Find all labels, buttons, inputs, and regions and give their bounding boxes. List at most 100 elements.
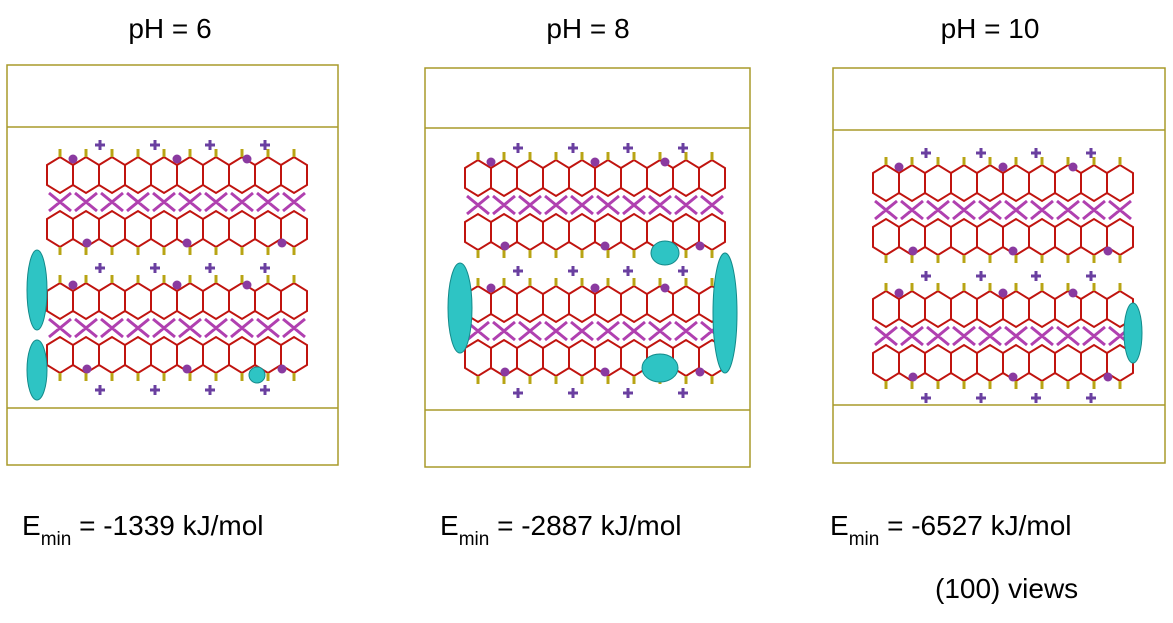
atom — [601, 242, 610, 251]
atom — [909, 247, 918, 256]
cation — [513, 266, 523, 276]
cation — [976, 271, 986, 281]
isosurface — [1124, 303, 1142, 363]
cation — [623, 266, 633, 276]
isosurface — [27, 250, 47, 330]
cation — [623, 388, 633, 398]
cation — [921, 271, 931, 281]
cation — [678, 266, 688, 276]
atom — [999, 289, 1008, 298]
cation — [260, 263, 270, 273]
cell-box — [833, 68, 1165, 463]
atom — [501, 368, 510, 377]
cation — [568, 143, 578, 153]
cation — [150, 140, 160, 150]
cation — [921, 393, 931, 403]
molecular-view — [425, 68, 750, 467]
atom — [591, 158, 600, 167]
atom — [591, 284, 600, 293]
cation — [150, 385, 160, 395]
cation — [205, 140, 215, 150]
atom — [83, 365, 92, 374]
figure: pH = 6 pH = 8 pH = 10 Emin = -1339 kJ/mo… — [0, 0, 1173, 623]
cation — [95, 385, 105, 395]
atom — [1009, 373, 1018, 382]
energy-subscript: min — [459, 529, 490, 550]
atom — [69, 281, 78, 290]
isosurface — [249, 367, 265, 383]
caption: (100) views — [935, 573, 1078, 604]
energy-symbol: E — [22, 510, 41, 541]
energy-label: Emin = -6527 kJ/mol — [830, 510, 1072, 550]
atom — [999, 163, 1008, 172]
molecular-view — [833, 68, 1165, 463]
atom — [661, 158, 670, 167]
atom — [183, 239, 192, 248]
cell-box — [7, 65, 338, 465]
cation — [205, 385, 215, 395]
cation — [921, 148, 931, 158]
atom — [69, 155, 78, 164]
octahedra — [875, 201, 1131, 219]
isosurface — [651, 241, 679, 265]
cation — [513, 143, 523, 153]
cation — [568, 388, 578, 398]
isosurface — [642, 354, 678, 382]
atom — [243, 281, 252, 290]
atom — [501, 242, 510, 251]
energy-subscript: min — [849, 529, 880, 550]
panel-title: pH = 10 — [941, 13, 1040, 44]
energy-value: = -6527 kJ/mol — [879, 510, 1071, 541]
atom — [183, 365, 192, 374]
energy-label: Emin = -2887 kJ/mol — [440, 510, 682, 550]
cation — [513, 388, 523, 398]
octahedra — [467, 322, 723, 340]
cation — [95, 263, 105, 273]
energy-value: = -1339 kJ/mol — [71, 510, 263, 541]
octahedra — [467, 196, 723, 214]
cation — [260, 140, 270, 150]
isosurface — [713, 253, 737, 373]
octahedra — [875, 327, 1131, 345]
panel-title: pH = 8 — [546, 13, 629, 44]
isosurface — [448, 263, 472, 353]
energy-value: = -2887 kJ/mol — [489, 510, 681, 541]
atom — [601, 368, 610, 377]
atom — [1104, 373, 1113, 382]
atom — [909, 373, 918, 382]
cation — [976, 148, 986, 158]
atom — [83, 239, 92, 248]
cation — [678, 143, 688, 153]
atom — [278, 365, 287, 374]
atom — [487, 158, 496, 167]
cation — [150, 263, 160, 273]
isosurface — [27, 340, 47, 400]
atom — [895, 289, 904, 298]
energy-symbol: E — [830, 510, 849, 541]
atom — [895, 163, 904, 172]
atom — [173, 281, 182, 290]
cation — [1031, 148, 1041, 158]
energy-label: Emin = -1339 kJ/mol — [22, 510, 264, 550]
cation — [95, 140, 105, 150]
atom — [1069, 163, 1078, 172]
atom — [487, 284, 496, 293]
atom — [1009, 247, 1018, 256]
atom — [696, 242, 705, 251]
cation — [260, 385, 270, 395]
cation — [1086, 148, 1096, 158]
atom — [696, 368, 705, 377]
atom — [173, 155, 182, 164]
panel-title: pH = 6 — [128, 13, 211, 44]
atom — [1069, 289, 1078, 298]
atom — [278, 239, 287, 248]
atom — [243, 155, 252, 164]
cation — [568, 266, 578, 276]
octahedra — [49, 193, 305, 211]
cation — [1086, 271, 1096, 281]
cation — [1086, 393, 1096, 403]
octahedra — [49, 319, 305, 337]
cation — [976, 393, 986, 403]
energy-subscript: min — [41, 529, 72, 550]
atom — [661, 284, 670, 293]
